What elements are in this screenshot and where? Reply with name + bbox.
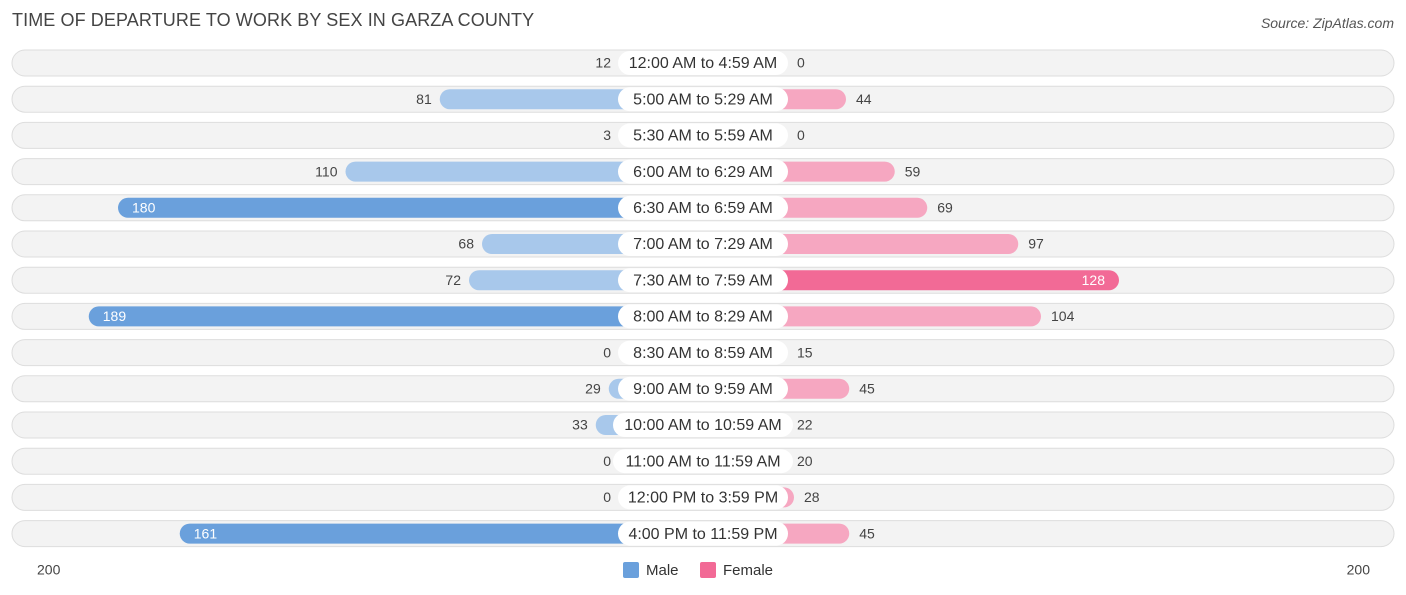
category-label: 6:30 AM to 6:59 AM: [633, 200, 773, 217]
category-pill: [618, 376, 788, 401]
male-bar[interactable]: [345, 161, 704, 182]
male-value-label: 180: [132, 200, 156, 216]
female-value-label: 15: [797, 344, 813, 360]
legend-male-swatch: [623, 562, 639, 578]
legend-male-label: Male: [646, 562, 679, 579]
female-value-label: 45: [859, 525, 875, 541]
category-label: 7:30 AM to 7:59 AM: [633, 272, 773, 289]
category-pill: [613, 449, 793, 474]
category-pill: [618, 340, 788, 365]
chart-title: TIME OF DEPARTURE TO WORK BY SEX IN GARZ…: [12, 10, 535, 30]
category-pill: [618, 159, 788, 184]
category-label: 12:00 AM to 4:59 AM: [629, 55, 778, 72]
category-pill: [618, 232, 788, 256]
male-value-label: 29: [585, 381, 601, 397]
category-label: 8:30 AM to 8:59 AM: [633, 345, 773, 362]
male-value-label: 33: [572, 417, 588, 433]
category-label: 5:00 AM to 5:29 AM: [633, 91, 773, 108]
male-bar[interactable]: [88, 306, 703, 327]
category-label: 4:00 PM to 11:59 PM: [628, 526, 777, 543]
female-value-label: 97: [1028, 236, 1044, 252]
male-value-label: 3: [603, 127, 611, 143]
female-value-label: 104: [1051, 308, 1075, 324]
category-label: 9:00 AM to 9:59 AM: [633, 381, 773, 398]
female-value-label: 22: [797, 417, 813, 433]
category-pill: [618, 123, 788, 148]
male-value-label: 0: [603, 344, 611, 360]
category-label: 8:00 AM to 8:29 AM: [633, 309, 773, 326]
category-pill: [618, 195, 788, 220]
female-value-label: 20: [797, 453, 813, 469]
male-value-label: 0: [603, 489, 611, 505]
category-label: 11:00 AM to 11:59 AM: [625, 453, 780, 470]
female-value-label: 28: [804, 489, 820, 505]
male-bar[interactable]: [118, 197, 703, 218]
category-label: 5:30 AM to 5:59 AM: [633, 128, 773, 145]
female-value-label: 45: [859, 381, 875, 397]
category-label: 12:00 PM to 3:59 PM: [628, 490, 778, 507]
male-value-label: 81: [416, 91, 432, 107]
male-value-label: 110: [315, 163, 338, 179]
male-value-label: 161: [194, 525, 218, 541]
male-value-label: 12: [595, 55, 611, 71]
male-value-label: 189: [103, 308, 127, 324]
female-value-label: 44: [856, 91, 872, 107]
female-bar[interactable]: [703, 270, 1119, 291]
female-bar[interactable]: [703, 306, 1041, 327]
category-label: 6:00 AM to 6:29 AM: [633, 164, 773, 181]
female-value-label: 69: [937, 200, 953, 216]
legend-female-swatch: [700, 562, 716, 578]
female-value-label: 59: [905, 163, 921, 179]
category-label: 7:00 AM to 7:29 AM: [633, 236, 773, 253]
category-pill: [618, 51, 788, 75]
category-pill: [618, 485, 788, 510]
category-pill: [618, 268, 788, 293]
male-value-label: 0: [603, 453, 611, 469]
axis-left-label: 200: [37, 562, 61, 578]
legend-female-label: Female: [723, 562, 773, 579]
category-pill: [618, 304, 788, 329]
female-value-label: 128: [1082, 272, 1106, 288]
category-label: 10:00 AM to 10:59 AM: [624, 417, 781, 434]
male-bar[interactable]: [179, 523, 703, 544]
category-pill: [613, 413, 793, 437]
category-pill: [618, 87, 788, 112]
female-value-label: 0: [797, 127, 805, 143]
category-pill: [618, 521, 788, 546]
male-value-label: 68: [458, 236, 474, 252]
female-value-label: 0: [797, 55, 805, 71]
male-value-label: 72: [445, 272, 461, 288]
axis-right-label: 200: [1347, 562, 1371, 578]
source-label: Source: ZipAtlas.com: [1260, 15, 1394, 31]
